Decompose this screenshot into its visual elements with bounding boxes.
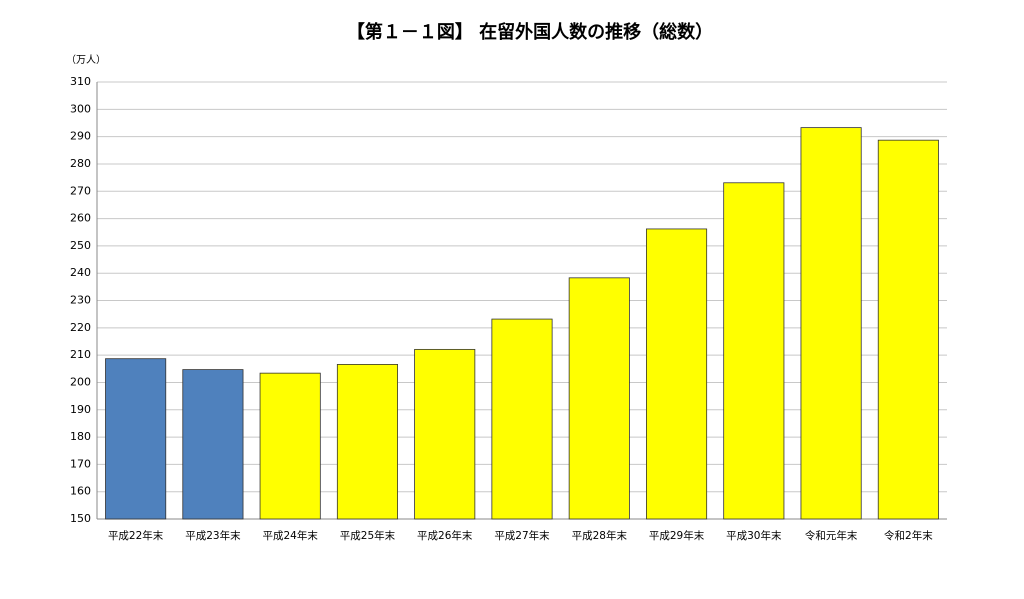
x-tick-label: 平成26年末 [417,529,473,542]
bar [723,182,785,520]
y-tick-label: 250 [70,239,91,252]
bar [259,372,321,520]
bar [105,358,167,520]
y-tick-label: 200 [70,375,91,388]
y-tick-label: 300 [70,102,91,115]
bar [182,369,244,520]
x-tick-label: 令和2年末 [884,529,933,542]
x-tick-label: 平成27年末 [494,529,550,542]
bar [336,364,398,520]
y-tick-label: 290 [70,130,91,143]
chart-title: 【第１－１図】 在留外国人数の推移（総数） [347,21,713,43]
x-tick-label: 平成24年末 [262,529,318,542]
y-tick-label: 210 [70,348,91,361]
y-tick-label: 150 [70,512,91,525]
bar [800,127,862,520]
x-tick-label: 平成22年末 [108,529,164,542]
x-tick-label: 平成30年末 [726,529,782,542]
bar [491,318,553,520]
x-tick-label: 平成29年末 [649,529,705,542]
y-tick-label: 190 [70,403,91,416]
y-tick-label: 310 [70,75,91,88]
y-tick-label: 280 [70,157,91,170]
bar [877,139,939,520]
y-tick-label: 180 [70,430,91,443]
bar [568,277,630,520]
x-tick-label: 平成25年末 [340,529,396,542]
bar [646,228,708,520]
bar [414,348,476,520]
y-tick-label: 260 [70,212,91,225]
y-axis-label: （万人） [66,54,106,66]
y-tick-label: 170 [70,457,91,470]
y-tick-label: 240 [70,266,91,279]
y-tick-label: 160 [70,485,91,498]
x-tick-label: 令和元年末 [805,529,858,542]
x-tick-label: 平成23年末 [185,529,241,542]
y-tick-label: 230 [70,294,91,307]
y-tick-label: 220 [70,321,91,334]
y-tick-label: 270 [70,184,91,197]
x-tick-label: 平成28年末 [572,529,628,542]
